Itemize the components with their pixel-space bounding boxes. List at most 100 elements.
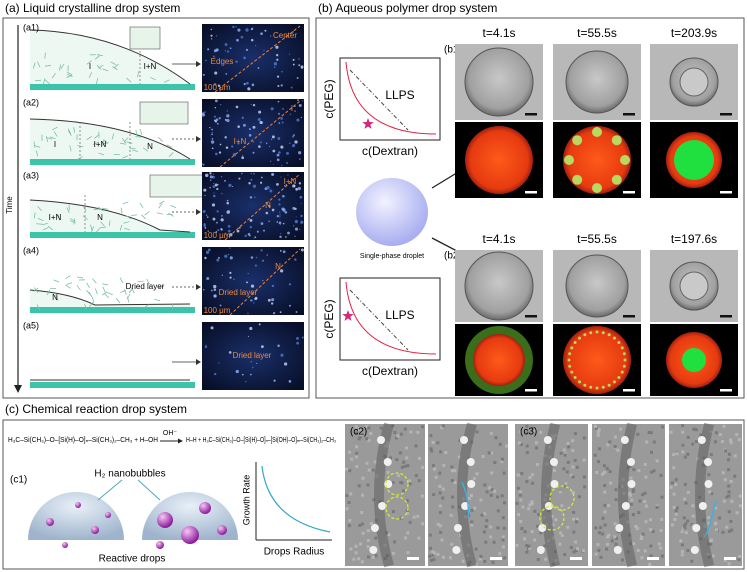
green-domain (572, 135, 583, 146)
subpanel-label: (c2) (350, 427, 367, 438)
micrograph-speckle (204, 226, 207, 229)
micrograph-speckle (261, 259, 265, 262)
tem-noise (571, 465, 575, 469)
tem-noise (614, 498, 618, 502)
subpanel-label: (a5) (23, 320, 39, 330)
trajectory (461, 481, 470, 519)
green-domain (620, 346, 624, 350)
tem-noise (723, 558, 727, 562)
tem-noise (496, 526, 500, 530)
tem-noise (358, 435, 362, 439)
micrograph-speckle (289, 113, 292, 115)
tem-noise (599, 555, 603, 559)
tem-noise (428, 533, 432, 537)
micrograph-speckle (201, 113, 205, 117)
region-label: LLPS (385, 88, 414, 102)
tem-noise (691, 514, 695, 518)
tem-noise (727, 562, 731, 566)
lc-molecule (55, 294, 59, 301)
micrograph-label: N (275, 262, 281, 271)
tem-noise (420, 494, 424, 498)
lc-molecule (131, 287, 135, 294)
tem-noise (536, 524, 540, 528)
micrograph-speckle (252, 151, 255, 154)
tem-noise (566, 441, 570, 445)
tem-noise (714, 521, 718, 525)
tem-noise (479, 555, 483, 559)
tem-noise (434, 475, 438, 479)
tem-noise (502, 526, 506, 530)
tem-noise (366, 483, 370, 487)
tem-noise (440, 426, 444, 430)
lc-molecule (93, 208, 100, 211)
tem-bubble (536, 546, 545, 554)
micrograph-speckle (218, 362, 220, 364)
tem-noise (450, 465, 454, 469)
lc-molecule (121, 137, 127, 144)
tem-noise (638, 499, 642, 503)
tem-noise (366, 529, 370, 533)
micrograph-speckle (280, 353, 284, 357)
micrograph-speckle (205, 344, 207, 347)
subpanel-label: (c3) (520, 427, 537, 438)
lc-molecule (37, 61, 41, 68)
tem-noise (694, 428, 698, 432)
tem-noise (628, 493, 632, 497)
lc-molecule (67, 128, 72, 135)
micrograph-speckle (277, 137, 281, 140)
micrograph-speckle (255, 256, 258, 259)
catalyst: OH⁻ (163, 430, 178, 437)
tem-noise (386, 471, 390, 475)
tem-noise (733, 474, 737, 478)
tem-noise (680, 530, 684, 534)
micrograph-speckle (258, 323, 261, 326)
tem-noise (439, 530, 443, 534)
micrograph-speckle (292, 144, 296, 148)
micrograph-speckle (203, 188, 207, 192)
graph-x-label: Drops Radius (264, 547, 325, 558)
micrograph-speckle (228, 183, 232, 188)
tem-noise (473, 506, 477, 510)
nanobubble (91, 526, 99, 534)
micrograph-speckle (216, 221, 218, 224)
tem-noise (496, 509, 500, 513)
tem-noise (632, 488, 636, 492)
tem-noise (361, 493, 365, 497)
micrograph-speckle (301, 336, 304, 339)
tem-noise (374, 536, 378, 540)
pointer (97, 479, 123, 501)
drop-fill (30, 119, 190, 159)
micrograph-speckle (301, 67, 303, 70)
micrograph-speckle (273, 62, 278, 66)
composition-star (362, 118, 374, 129)
tem-noise (721, 440, 725, 444)
micrograph-speckle (277, 100, 280, 103)
y-axis-label: c(PEG) (322, 79, 336, 118)
tem-noise (714, 506, 718, 510)
tem-noise (520, 527, 524, 531)
tem-noise (694, 440, 698, 444)
tem-noise (597, 460, 601, 464)
tem-noise (674, 478, 678, 482)
micrograph-speckle (260, 32, 263, 36)
micrograph-speckle (212, 175, 216, 179)
micrograph-speckle (276, 153, 280, 157)
tem-noise (684, 501, 688, 505)
lc-molecule (66, 71, 73, 76)
micrograph-speckle (279, 216, 281, 218)
micrograph-speckle (250, 28, 253, 31)
tem-noise (438, 504, 442, 508)
tem-noise (680, 549, 684, 553)
micrograph-speckle (217, 229, 220, 232)
highlight (539, 505, 565, 531)
tem-noise (500, 457, 504, 461)
tem-noise (659, 473, 663, 477)
tem-noise (406, 511, 410, 515)
tem-noise (487, 451, 491, 455)
tem-noise (369, 432, 373, 436)
highlight (385, 496, 409, 520)
tem-noise (534, 441, 538, 445)
drop-outline (29, 29, 191, 85)
tem-bubble (460, 436, 468, 444)
tem-noise (431, 553, 435, 557)
